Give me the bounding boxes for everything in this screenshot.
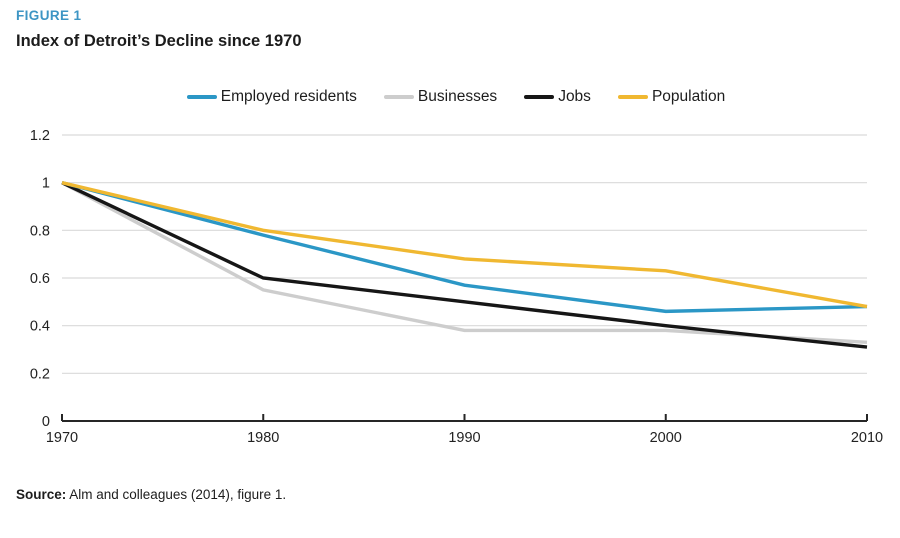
- x-axis-tick-label: 1990: [448, 430, 480, 446]
- y-axis-tick-label: 0.2: [30, 366, 50, 382]
- legend-swatch-icon: [524, 94, 555, 100]
- figure-label: FIGURE 1: [16, 8, 82, 23]
- series-line-employed-residents: [61, 181, 868, 314]
- x-axis-tick-label: 2010: [851, 430, 883, 446]
- legend-item-businesses: Businesses: [383, 88, 498, 106]
- legend-item-employed-residents: Employed residents: [186, 88, 357, 106]
- legend-item-jobs: Jobs: [524, 88, 591, 106]
- legend-swatch-icon: [383, 94, 414, 100]
- series-line-businesses: [61, 181, 868, 345]
- y-axis-tick-label: 0.4: [30, 319, 50, 335]
- x-axis-tick-label: 2000: [650, 430, 682, 446]
- x-axis-tick-label: 1980: [247, 430, 279, 446]
- page-title: Index of Detroit’s Decline since 1970: [16, 32, 302, 50]
- series-line-jobs: [61, 181, 868, 349]
- legend-swatch-icon: [186, 94, 217, 100]
- source-prefix: Source:: [16, 487, 67, 502]
- legend-label: Jobs: [558, 88, 591, 105]
- legend-label: Population: [651, 88, 726, 105]
- y-axis-tick-label: 1: [42, 176, 50, 192]
- chart-plot: 0 0.2 0.4 0.6 0.8 1 1.2 1970 1980 1990 2000 2010: [30, 128, 883, 446]
- source-note: Source: Alm and colleagues (2014), figur…: [16, 487, 286, 502]
- source-text: Alm and colleagues (2014), figure 1.: [66, 487, 287, 502]
- y-axis-tick-label: 0: [42, 414, 50, 430]
- legend-item-population: Population: [617, 88, 726, 106]
- x-axis-tick-label: 1970: [46, 430, 78, 446]
- y-axis-tick-label: 1.2: [30, 128, 50, 144]
- legend-label: Businesses: [417, 88, 498, 105]
- chart-legend: Employed residents Businesses Jobs Populati…: [0, 86, 900, 108]
- y-axis-tick-label: 0.8: [30, 223, 50, 239]
- series-line-population: [61, 181, 868, 309]
- legend-label: Employed residents: [220, 88, 357, 105]
- legend-swatch-icon: [617, 94, 648, 100]
- y-axis-tick-label: 0.6: [30, 271, 50, 287]
